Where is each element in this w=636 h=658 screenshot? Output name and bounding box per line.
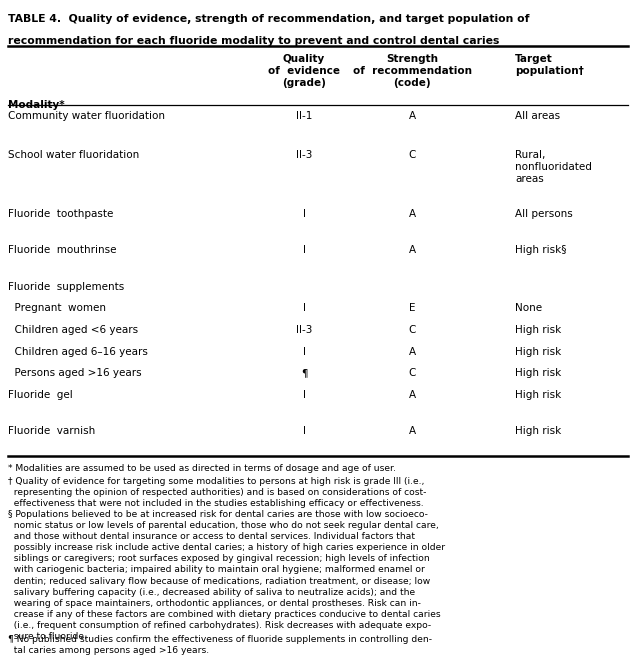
Text: Fluoride  mouthrinse: Fluoride mouthrinse [8,245,116,255]
Text: C: C [408,325,416,335]
Text: A: A [408,245,416,255]
Text: All areas: All areas [515,111,560,120]
Text: ¶ No published studies confirm the effectiveness of fluoride supplements in cont: ¶ No published studies confirm the effec… [8,635,432,655]
Text: I: I [303,426,305,436]
Text: High risk§: High risk§ [515,245,567,255]
Text: I: I [303,209,305,219]
Text: recommendation for each fluoride modality to prevent and control dental caries: recommendation for each fluoride modalit… [8,36,499,46]
Text: Fluoride  toothpaste: Fluoride toothpaste [8,209,113,219]
Text: None: None [515,303,543,313]
Text: I: I [303,245,305,255]
Text: Fluoride  varnish: Fluoride varnish [8,426,95,436]
Text: Fluoride  gel: Fluoride gel [8,390,73,400]
Text: Target
population†: Target population† [515,54,584,76]
Text: High risk: High risk [515,426,562,436]
Text: Strength
of  recommendation
(code): Strength of recommendation (code) [352,54,472,88]
Text: * Modalities are assumed to be used as directed in terms of dosage and age of us: * Modalities are assumed to be used as d… [8,464,396,473]
Text: Community water fluoridation: Community water fluoridation [8,111,165,120]
Text: Fluoride  supplements: Fluoride supplements [8,282,124,291]
Text: All persons: All persons [515,209,573,219]
Text: Persons aged >16 years: Persons aged >16 years [8,368,141,378]
Text: Pregnant  women: Pregnant women [8,303,106,313]
Text: High risk: High risk [515,347,562,357]
Text: High risk: High risk [515,390,562,400]
Text: A: A [408,347,416,357]
Text: § Populations believed to be at increased risk for dental caries are those with : § Populations believed to be at increase… [8,510,445,641]
Text: C: C [408,150,416,160]
Text: II-3: II-3 [296,150,312,160]
Text: TABLE 4.  Quality of evidence, strength of recommendation, and target population: TABLE 4. Quality of evidence, strength o… [8,14,529,24]
Text: Modality*: Modality* [8,100,64,110]
Text: A: A [408,390,416,400]
Text: ¶: ¶ [301,368,307,378]
Text: C: C [408,368,416,378]
Text: II-3: II-3 [296,325,312,335]
Text: Children aged <6 years: Children aged <6 years [8,325,138,335]
Text: Quality
of  evidence
(grade): Quality of evidence (grade) [268,54,340,88]
Text: A: A [408,426,416,436]
Text: School water fluoridation: School water fluoridation [8,150,139,160]
Text: A: A [408,111,416,120]
Text: I: I [303,347,305,357]
Text: E: E [409,303,415,313]
Text: Rural,
nonfluoridated
areas: Rural, nonfluoridated areas [515,150,592,184]
Text: I: I [303,303,305,313]
Text: II-1: II-1 [296,111,312,120]
Text: High risk: High risk [515,325,562,335]
Text: I: I [303,390,305,400]
Text: High risk: High risk [515,368,562,378]
Text: Children aged 6–16 years: Children aged 6–16 years [8,347,148,357]
Text: A: A [408,209,416,219]
Text: † Quality of evidence for targeting some modalities to persons at high risk is g: † Quality of evidence for targeting some… [8,477,426,508]
